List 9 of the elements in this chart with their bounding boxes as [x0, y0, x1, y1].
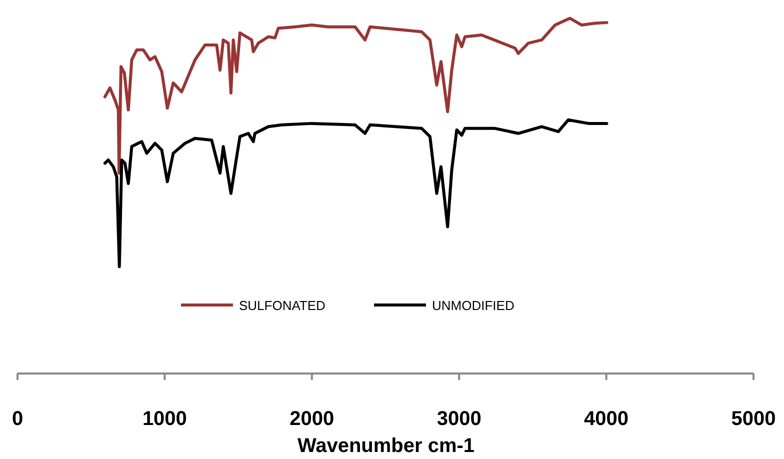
x-tick-label: 4000	[584, 408, 629, 430]
x-tick-label: 2000	[290, 408, 334, 430]
x-tick-label: 1000	[142, 408, 187, 430]
legend-label: SULFONATED	[239, 298, 326, 313]
x-tick-label: 5000	[731, 408, 776, 430]
x-tick-label: 3000	[436, 408, 482, 430]
legend-label: UNMODIFIED	[432, 298, 514, 313]
x-axis-title: Wavenumber cm-1	[297, 435, 475, 457]
x-tick-label: 0	[12, 408, 24, 430]
